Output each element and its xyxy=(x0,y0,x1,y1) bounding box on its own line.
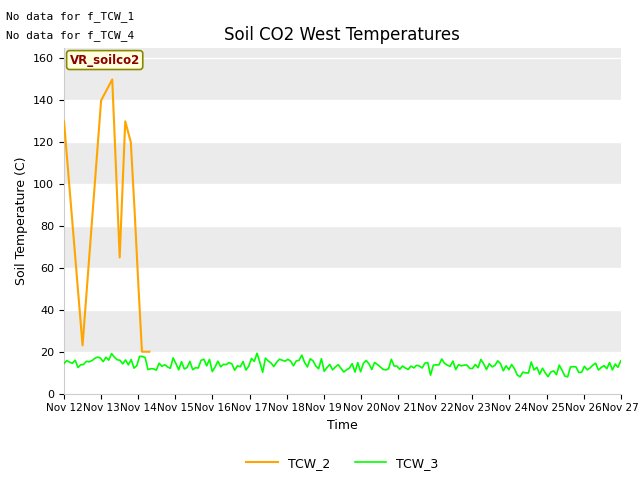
TCW_3 xyxy=(595,367,602,373)
Text: VR_soilco2: VR_soilco2 xyxy=(70,54,140,67)
Y-axis label: Soil Temperature (C): Soil Temperature (C) xyxy=(15,156,28,285)
TCW_2 xyxy=(108,76,116,82)
TCW_2 xyxy=(134,280,142,286)
TCW_2 xyxy=(60,119,68,124)
Title: Soil CO2 West Temperatures: Soil CO2 West Temperatures xyxy=(225,25,460,44)
TCW_2 xyxy=(79,343,86,348)
TCW_3 xyxy=(516,374,524,380)
Text: No data for f_TCW_1: No data for f_TCW_1 xyxy=(6,11,134,22)
Bar xyxy=(64,100,621,142)
TCW_2 xyxy=(122,119,129,124)
TCW_2 xyxy=(127,139,134,145)
TCW_2 xyxy=(145,349,153,355)
Bar xyxy=(64,268,621,310)
Line: TCW_3: TCW_3 xyxy=(64,353,621,377)
TCW_2 xyxy=(131,206,138,212)
TCW_2 xyxy=(97,97,105,103)
TCW_3 xyxy=(575,370,582,375)
Text: No data for f_TCW_4: No data for f_TCW_4 xyxy=(6,30,134,41)
TCW_3 xyxy=(83,359,90,364)
Bar xyxy=(64,184,621,226)
X-axis label: Time: Time xyxy=(327,419,358,432)
TCW_3 xyxy=(209,369,216,374)
Legend: TCW_2, TCW_3: TCW_2, TCW_3 xyxy=(241,452,444,475)
TCW_2 xyxy=(116,254,124,260)
Line: TCW_2: TCW_2 xyxy=(64,79,149,352)
TCW_2 xyxy=(138,349,146,355)
TCW_3 xyxy=(253,350,261,356)
TCW_3 xyxy=(93,354,101,360)
TCW_3 xyxy=(617,358,625,364)
TCW_3 xyxy=(60,360,68,366)
TCW_3 xyxy=(164,364,172,370)
Bar xyxy=(64,352,621,394)
